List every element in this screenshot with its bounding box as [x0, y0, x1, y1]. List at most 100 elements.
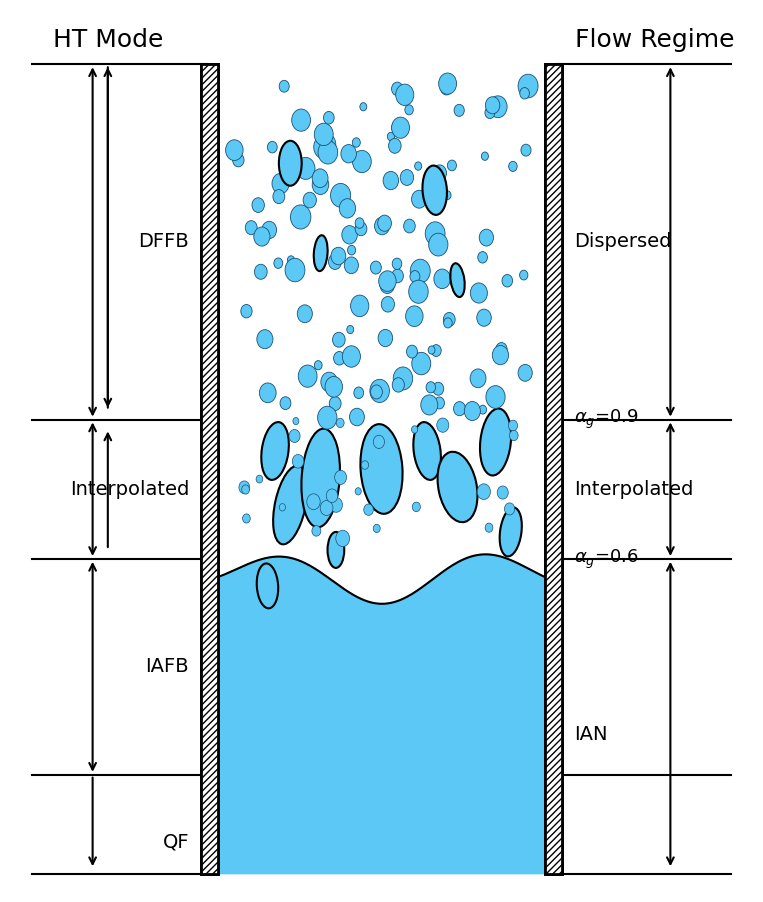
Circle shape: [320, 501, 333, 515]
Circle shape: [314, 124, 333, 145]
Circle shape: [465, 401, 481, 420]
Bar: [201, 64, 218, 874]
Circle shape: [488, 96, 507, 117]
Circle shape: [508, 420, 517, 431]
Circle shape: [410, 259, 430, 283]
Circle shape: [262, 221, 277, 239]
Circle shape: [327, 489, 338, 502]
Circle shape: [434, 397, 444, 409]
Circle shape: [257, 329, 273, 349]
Circle shape: [425, 222, 445, 245]
Circle shape: [404, 219, 415, 233]
Circle shape: [410, 271, 420, 282]
Circle shape: [328, 254, 342, 270]
Circle shape: [443, 312, 456, 327]
Circle shape: [324, 112, 334, 124]
Circle shape: [288, 256, 295, 264]
Text: IAFB: IAFB: [146, 658, 189, 676]
Bar: [545, 64, 562, 874]
Ellipse shape: [414, 422, 441, 480]
Circle shape: [414, 161, 422, 170]
Circle shape: [356, 222, 367, 235]
Circle shape: [409, 281, 428, 303]
Text: Flow Regime: Flow Regime: [575, 28, 735, 52]
Circle shape: [391, 122, 402, 133]
Circle shape: [401, 170, 414, 186]
Circle shape: [317, 406, 337, 429]
Circle shape: [470, 283, 488, 303]
Circle shape: [518, 364, 533, 382]
Circle shape: [333, 352, 345, 365]
Circle shape: [373, 524, 380, 532]
Circle shape: [330, 382, 340, 394]
Ellipse shape: [327, 532, 344, 568]
Circle shape: [272, 173, 289, 194]
Circle shape: [370, 261, 382, 274]
Circle shape: [431, 345, 441, 356]
Circle shape: [364, 504, 373, 515]
Circle shape: [375, 217, 390, 235]
Circle shape: [314, 361, 322, 370]
Circle shape: [340, 198, 356, 218]
Circle shape: [330, 397, 341, 410]
Circle shape: [347, 326, 354, 334]
Circle shape: [434, 269, 450, 289]
Circle shape: [355, 488, 361, 495]
Circle shape: [243, 514, 250, 523]
Ellipse shape: [423, 166, 447, 215]
Circle shape: [392, 378, 404, 392]
Circle shape: [254, 227, 270, 246]
Circle shape: [411, 190, 427, 208]
Circle shape: [360, 103, 367, 111]
Circle shape: [391, 269, 404, 283]
Circle shape: [292, 455, 304, 468]
Ellipse shape: [437, 452, 478, 522]
Circle shape: [254, 264, 267, 280]
Text: HT Mode: HT Mode: [53, 28, 163, 52]
Text: QF: QF: [163, 833, 189, 851]
Circle shape: [355, 217, 364, 228]
Circle shape: [391, 117, 410, 138]
Circle shape: [256, 475, 262, 483]
Text: Dispersed: Dispersed: [574, 233, 671, 252]
Ellipse shape: [278, 141, 301, 186]
Ellipse shape: [480, 409, 511, 475]
Circle shape: [388, 133, 394, 141]
Circle shape: [520, 87, 530, 99]
Circle shape: [291, 109, 311, 131]
Circle shape: [382, 297, 394, 312]
Circle shape: [330, 498, 343, 512]
Circle shape: [335, 470, 346, 484]
Circle shape: [443, 318, 452, 328]
Ellipse shape: [360, 424, 403, 514]
Text: Interpolated: Interpolated: [69, 480, 189, 499]
Circle shape: [336, 419, 344, 428]
Circle shape: [485, 97, 500, 114]
Circle shape: [477, 309, 491, 327]
Circle shape: [496, 343, 507, 356]
Circle shape: [336, 530, 349, 547]
Circle shape: [370, 380, 389, 402]
Circle shape: [504, 503, 515, 515]
Circle shape: [273, 189, 285, 204]
Bar: [201, 64, 218, 874]
Text: Interpolated: Interpolated: [574, 480, 694, 499]
Circle shape: [378, 329, 393, 346]
Bar: [545, 64, 562, 874]
Circle shape: [429, 234, 448, 256]
Circle shape: [412, 353, 431, 375]
Circle shape: [421, 395, 438, 415]
Circle shape: [447, 160, 456, 170]
Circle shape: [239, 481, 250, 493]
Circle shape: [245, 221, 257, 235]
Circle shape: [373, 436, 385, 448]
Circle shape: [324, 125, 331, 133]
Circle shape: [353, 151, 372, 172]
Circle shape: [280, 397, 291, 410]
Circle shape: [312, 526, 320, 536]
Circle shape: [428, 189, 438, 200]
Circle shape: [342, 226, 357, 244]
Circle shape: [344, 257, 359, 273]
Circle shape: [378, 215, 391, 231]
Circle shape: [318, 141, 338, 164]
